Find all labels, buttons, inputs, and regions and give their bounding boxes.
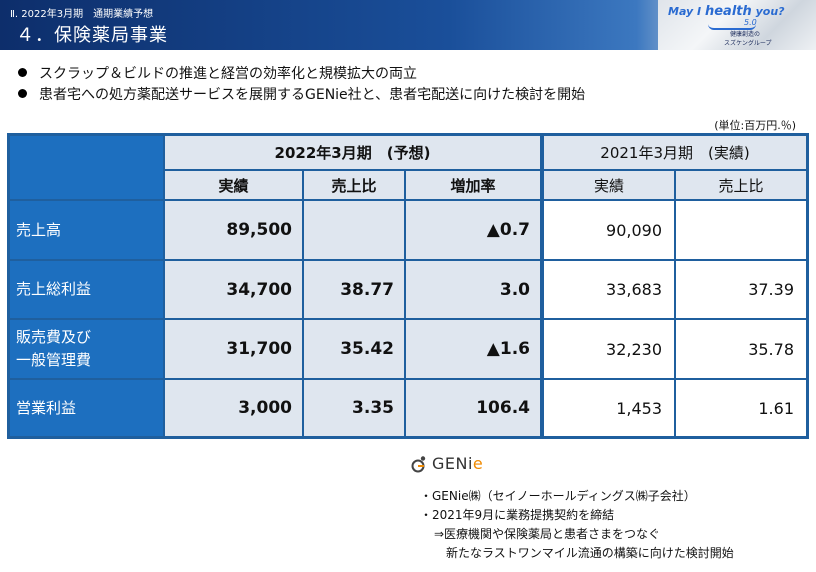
- bullet-item: 患者宅への処方薬配送サービスを展開するGENie社と、患者宅配送に向けた検討を開…: [18, 85, 585, 106]
- table-cell: [676, 201, 806, 259]
- row-label: 売上総利益: [10, 261, 163, 318]
- logo-line1: 健康創造の: [730, 31, 761, 38]
- table-cell: ▲1.6: [406, 320, 540, 378]
- note-line: ・GENie㈱（セイノーホールディングス㈱子会社）: [420, 489, 696, 503]
- col-header: 実績: [165, 171, 302, 199]
- logo-line2: スズケングループ: [724, 40, 772, 47]
- results-table: 2022年3月期 (予想) 2021年3月期 (実績) 実績 売上比 増加率 実…: [7, 133, 809, 439]
- note-line: 新たなラストワンマイル流通の構築に向けた検討開始: [446, 546, 734, 560]
- logo-swoosh-icon: [708, 24, 756, 30]
- row-label: 売上高: [10, 201, 163, 259]
- genie-mark-icon: [411, 456, 426, 473]
- col-header: 実績: [544, 171, 674, 199]
- table-cell: 1.61: [676, 380, 806, 436]
- table-cell: 3.35: [304, 380, 404, 436]
- table-cell: 34,700: [165, 261, 302, 318]
- company-logo: May I health you? 5.0 健康創造の スズケングループ: [658, 0, 816, 50]
- logo-tagline: May I health you?: [668, 4, 785, 19]
- table-cell: 37.39: [676, 261, 806, 318]
- table-cell: 38.77: [304, 261, 404, 318]
- table-cell: 3,000: [165, 380, 302, 436]
- row-label: 販売費及び 一般管理費: [10, 320, 163, 378]
- genie-notes: ・GENie㈱（セイノーホールディングス㈱子会社） ・2021年9月に業務提携契…: [420, 487, 734, 563]
- page-title: ４．保険薬局事業: [16, 25, 168, 46]
- col-header: 売上比: [304, 171, 404, 199]
- table-cell: 90,090: [544, 201, 674, 259]
- table-cell: 33,683: [544, 261, 674, 318]
- note-line: ・2021年9月に業務提携契約を締結: [420, 508, 615, 522]
- table-cell: 3.0: [406, 261, 540, 318]
- table-cell: 32,230: [544, 320, 674, 378]
- table-cell: 35.78: [676, 320, 806, 378]
- col-header: 増加率: [406, 171, 540, 199]
- table-cell: 31,700: [165, 320, 302, 378]
- logo-version: 5.0: [744, 18, 757, 27]
- table-cell: 35.42: [304, 320, 404, 378]
- table-cell: 1,453: [544, 380, 674, 436]
- note-line: ⇒医療機関や保険薬局と患者さまをつなぐ: [434, 527, 661, 541]
- table-cell: 89,500: [165, 201, 302, 259]
- bullet-icon: [18, 89, 27, 98]
- bullet-icon: [18, 68, 27, 77]
- row-label: 営業利益: [10, 380, 163, 436]
- col-header: 売上比: [676, 171, 806, 199]
- table-cell: ▲0.7: [406, 201, 540, 259]
- unit-note: (単位:百万円.％): [714, 119, 796, 132]
- bullet-list: スクラップ＆ビルドの推進と経営の効率化と規模拡大の両立 患者宅への処方薬配送サー…: [18, 64, 585, 106]
- group-header-2022: 2022年3月期 (予想): [165, 136, 540, 169]
- table-cell: 106.4: [406, 380, 540, 436]
- section-subtitle: Ⅱ. 2022年3月期 通期業績予想: [10, 9, 154, 20]
- table-corner: [10, 136, 163, 199]
- genie-name: GENie: [432, 454, 484, 473]
- bullet-item: スクラップ＆ビルドの推進と経営の効率化と規模拡大の両立: [18, 64, 585, 85]
- group-header-2021: 2021年3月期 (実績): [544, 136, 806, 169]
- table-cell: [304, 201, 404, 259]
